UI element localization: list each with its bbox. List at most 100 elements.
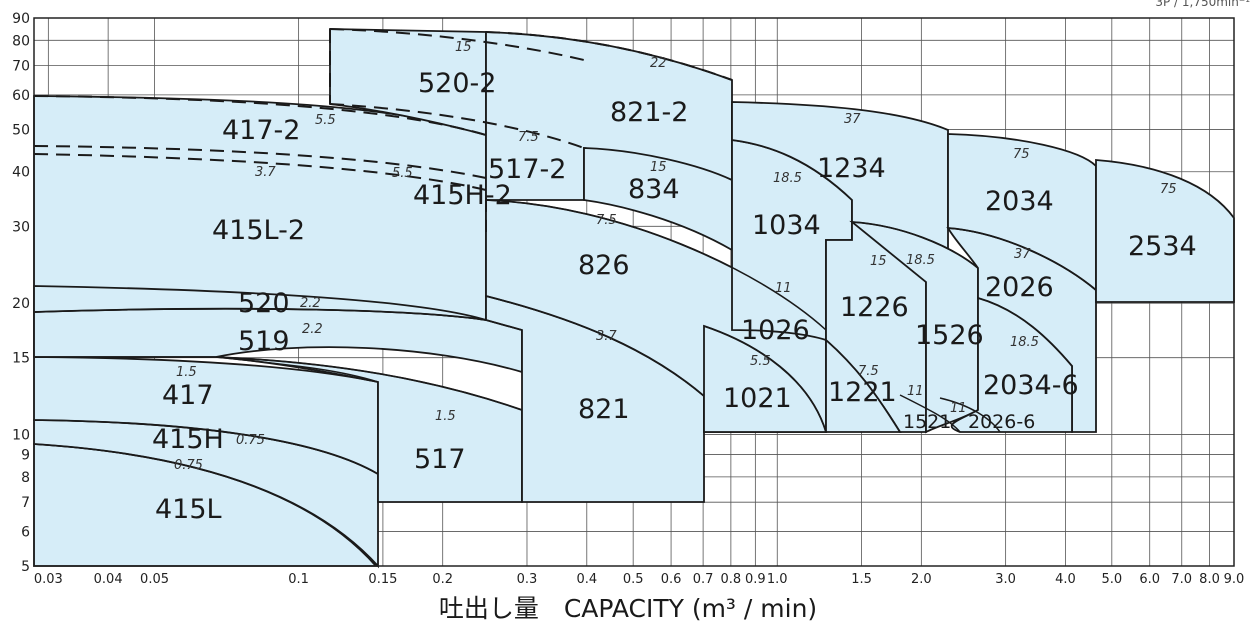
kw-label: 2.2 [302, 322, 323, 337]
kw-label: 18.5 [1010, 335, 1039, 350]
y-tick-label: 7 [21, 495, 30, 511]
kw-label: 75 [1013, 147, 1030, 162]
x-tick-label: 0.4 [576, 572, 597, 587]
kw-label: 5.5 [392, 166, 413, 181]
region-label: 519 [238, 326, 290, 357]
inner-curves [33, 199, 1097, 567]
region-label: 520-2 [418, 68, 496, 99]
region-label: 415H-2 [413, 180, 512, 211]
region-label: 2026-6 [968, 411, 1035, 433]
kw-label: 18.5 [773, 171, 802, 186]
x-tick-label: 4.0 [1055, 572, 1076, 587]
region-label: 417-2 [222, 115, 300, 146]
corner-note: 3P / 1,750min⁻¹ [1155, 0, 1250, 9]
kw-label: 2.2 [300, 296, 321, 311]
y-tick-label: 60 [12, 88, 30, 104]
x-axis-label: 吐出し量 CAPACITY (m³ / min) [439, 594, 817, 623]
x-tick-label: 2.0 [911, 572, 932, 587]
x-tick-label: 0.8 [721, 572, 742, 587]
kw-label: 5.5 [315, 113, 336, 128]
kw-label: 0.75 [236, 433, 265, 448]
region-label: 1021 [723, 383, 792, 414]
region-label: 2026 [985, 272, 1054, 303]
x-tick-label: 0.9 [745, 572, 766, 587]
y-tick-label: 6 [21, 524, 30, 540]
region-label: 2034 [985, 186, 1054, 217]
region-label: 415H [152, 424, 224, 455]
kw-label: 11 [950, 401, 967, 416]
y-tick-label: 70 [12, 59, 30, 75]
plot-frame [33, 17, 1235, 567]
region-label: 1034 [752, 210, 821, 241]
region-label: 417 [162, 380, 214, 411]
y-tick-label: 10 [12, 428, 30, 444]
x-tick-label: 5.0 [1101, 572, 1122, 587]
kw-label: 11 [907, 384, 924, 399]
x-tick-label: 1.5 [851, 572, 872, 587]
region-label: 1226 [840, 292, 909, 323]
y-tick-label: 90 [12, 11, 30, 27]
kw-label: 37 [1014, 247, 1031, 262]
region-label: 821-2 [610, 97, 688, 128]
x-tick-label: 0.04 [94, 572, 123, 587]
y-tick-label: 5 [21, 559, 30, 575]
kw-label: 7.5 [596, 213, 617, 228]
region-label: 1526 [915, 320, 984, 351]
y-tick-label: 15 [12, 351, 30, 367]
kw-label: 75 [1160, 182, 1177, 197]
region-label: 415L [155, 494, 222, 525]
region-label: 1026 [741, 315, 810, 346]
x-tick-label: 0.2 [432, 572, 453, 587]
region-labels: 415L 415H 417 415L-2 417-2 520 519 517 5… [152, 68, 1197, 525]
motor-kw-labels: 0.75 0.75 1.5 2.2 2.2 3.7 5.5 5.5 15 7.5… [174, 40, 1177, 473]
x-tick-label: 0.05 [140, 572, 169, 587]
region-label: 2534 [1128, 231, 1197, 262]
kw-label: 1.5 [176, 365, 197, 380]
x-tick-label: 0.5 [623, 572, 644, 587]
axis-ticks: 0.03 0.04 0.05 0.1 0.15 0.2 0.3 0.4 0.5 0.6 0.7 0.8… [12, 11, 1244, 587]
x-tick-label: 0.15 [368, 572, 397, 587]
x-tick-label: 0.6 [661, 572, 682, 587]
kw-label: 5.5 [750, 354, 771, 369]
performance-regions [33, 28, 1235, 569]
region-label: 1521 [903, 411, 951, 433]
kw-label: 11 [775, 281, 792, 296]
region-label: 826 [578, 250, 630, 281]
y-tick-label: 50 [12, 122, 30, 138]
region-label: 520 [238, 288, 290, 319]
kw-label: 0.75 [174, 458, 203, 473]
x-tick-label: 8.0 [1199, 572, 1220, 587]
x-tick-label: 9.0 [1224, 572, 1245, 587]
x-tick-label: 0.03 [34, 572, 63, 587]
kw-label: 37 [844, 112, 861, 127]
region-label: 1221 [828, 377, 897, 408]
x-tick-label: 6.0 [1139, 572, 1160, 587]
region-label: 1234 [817, 153, 886, 184]
kw-label: 7.5 [858, 364, 879, 379]
x-tick-label: 0.1 [288, 572, 309, 587]
x-tick-label: 7.0 [1171, 572, 1192, 587]
y-tick-label: 8 [21, 470, 30, 486]
x-tick-label: 3.0 [995, 572, 1016, 587]
dashed-limit-curves [33, 28, 733, 232]
region-label: 2034-6 [983, 370, 1079, 401]
region-label: 517 [414, 444, 466, 475]
kw-label: 18.5 [906, 253, 935, 268]
y-tick-label: 80 [12, 33, 30, 49]
kw-label: 3.7 [255, 165, 276, 180]
region-label: 834 [628, 174, 680, 205]
x-tick-label: 1.0 [767, 572, 788, 587]
y-tick-label: 9 [21, 448, 30, 464]
region-label: 517-2 [488, 154, 566, 185]
kw-label: 15 [650, 160, 667, 175]
kw-label: 15 [455, 40, 472, 55]
kw-label: 15 [870, 254, 887, 269]
region-label: 415L-2 [212, 215, 305, 246]
x-tick-label: 0.3 [517, 572, 538, 587]
kw-label: 7.5 [518, 130, 539, 145]
y-tick-label: 20 [12, 296, 30, 312]
kw-label: 22 [650, 56, 667, 71]
x-tick-label: 0.7 [693, 572, 714, 587]
region-label: 821 [578, 394, 630, 425]
